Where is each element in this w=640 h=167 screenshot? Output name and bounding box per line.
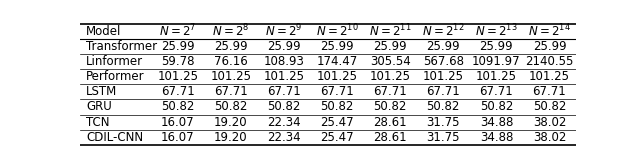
Text: 67.71: 67.71: [267, 85, 301, 98]
Text: 22.34: 22.34: [267, 116, 301, 129]
Text: 25.99: 25.99: [214, 40, 248, 53]
Text: $N = 2^{10}$: $N = 2^{10}$: [316, 23, 358, 40]
Text: 25.99: 25.99: [532, 40, 566, 53]
Text: 50.82: 50.82: [427, 101, 460, 114]
Text: 50.82: 50.82: [321, 101, 354, 114]
Text: 34.88: 34.88: [479, 131, 513, 144]
Text: $N = 2^{13}$: $N = 2^{13}$: [475, 23, 518, 40]
Text: Transformer: Transformer: [86, 40, 157, 53]
Text: 67.71: 67.71: [320, 85, 354, 98]
Text: 50.82: 50.82: [214, 101, 248, 114]
Text: 567.68: 567.68: [423, 55, 464, 68]
Text: Performer: Performer: [86, 70, 145, 83]
Text: 50.82: 50.82: [268, 101, 301, 114]
Text: TCN: TCN: [86, 116, 109, 129]
Text: Model: Model: [86, 25, 122, 38]
Text: 50.82: 50.82: [161, 101, 195, 114]
Text: 101.25: 101.25: [370, 70, 411, 83]
Text: LSTM: LSTM: [86, 85, 117, 98]
Text: 101.25: 101.25: [423, 70, 464, 83]
Text: GRU: GRU: [86, 101, 112, 114]
Text: 101.25: 101.25: [264, 70, 305, 83]
Text: 67.71: 67.71: [426, 85, 460, 98]
Text: 25.99: 25.99: [320, 40, 354, 53]
Text: 16.07: 16.07: [161, 131, 195, 144]
Text: 25.99: 25.99: [479, 40, 513, 53]
Text: 67.71: 67.71: [161, 85, 195, 98]
Text: 101.25: 101.25: [157, 70, 198, 83]
Text: 108.93: 108.93: [264, 55, 305, 68]
Text: 31.75: 31.75: [426, 116, 460, 129]
Text: 25.99: 25.99: [373, 40, 407, 53]
Text: 19.20: 19.20: [214, 131, 248, 144]
Text: 25.99: 25.99: [267, 40, 301, 53]
Text: 50.82: 50.82: [479, 101, 513, 114]
Text: 305.54: 305.54: [370, 55, 410, 68]
Text: 16.07: 16.07: [161, 116, 195, 129]
Text: 31.75: 31.75: [426, 131, 460, 144]
Text: 2140.55: 2140.55: [525, 55, 573, 68]
Text: 1091.97: 1091.97: [472, 55, 521, 68]
Text: 50.82: 50.82: [532, 101, 566, 114]
Text: 67.71: 67.71: [214, 85, 248, 98]
Text: 174.47: 174.47: [316, 55, 358, 68]
Text: Linformer: Linformer: [86, 55, 143, 68]
Text: 101.25: 101.25: [529, 70, 570, 83]
Text: $N = 2^{11}$: $N = 2^{11}$: [369, 23, 412, 40]
Text: 19.20: 19.20: [214, 116, 248, 129]
Text: 38.02: 38.02: [532, 131, 566, 144]
Text: $N = 2^8$: $N = 2^8$: [212, 23, 250, 40]
Text: 25.99: 25.99: [426, 40, 460, 53]
Text: $N = 2^{14}$: $N = 2^{14}$: [528, 23, 571, 40]
Text: 25.47: 25.47: [320, 131, 354, 144]
Text: 28.61: 28.61: [373, 131, 407, 144]
Text: $N = 2^9$: $N = 2^9$: [266, 23, 303, 40]
Text: 59.78: 59.78: [161, 55, 195, 68]
Text: 101.25: 101.25: [317, 70, 358, 83]
Text: 34.88: 34.88: [479, 116, 513, 129]
Text: 22.34: 22.34: [267, 131, 301, 144]
Text: 28.61: 28.61: [373, 116, 407, 129]
Text: 67.71: 67.71: [532, 85, 566, 98]
Text: 76.16: 76.16: [214, 55, 248, 68]
Text: CDIL-CNN: CDIL-CNN: [86, 131, 143, 144]
Text: 50.82: 50.82: [374, 101, 407, 114]
Text: $N = 2^7$: $N = 2^7$: [159, 23, 196, 40]
Text: $N = 2^{12}$: $N = 2^{12}$: [422, 23, 465, 40]
Text: 38.02: 38.02: [532, 116, 566, 129]
Text: 101.25: 101.25: [211, 70, 252, 83]
Text: 101.25: 101.25: [476, 70, 517, 83]
Text: 67.71: 67.71: [373, 85, 407, 98]
Text: 25.99: 25.99: [161, 40, 195, 53]
Text: 67.71: 67.71: [479, 85, 513, 98]
Text: 25.47: 25.47: [320, 116, 354, 129]
